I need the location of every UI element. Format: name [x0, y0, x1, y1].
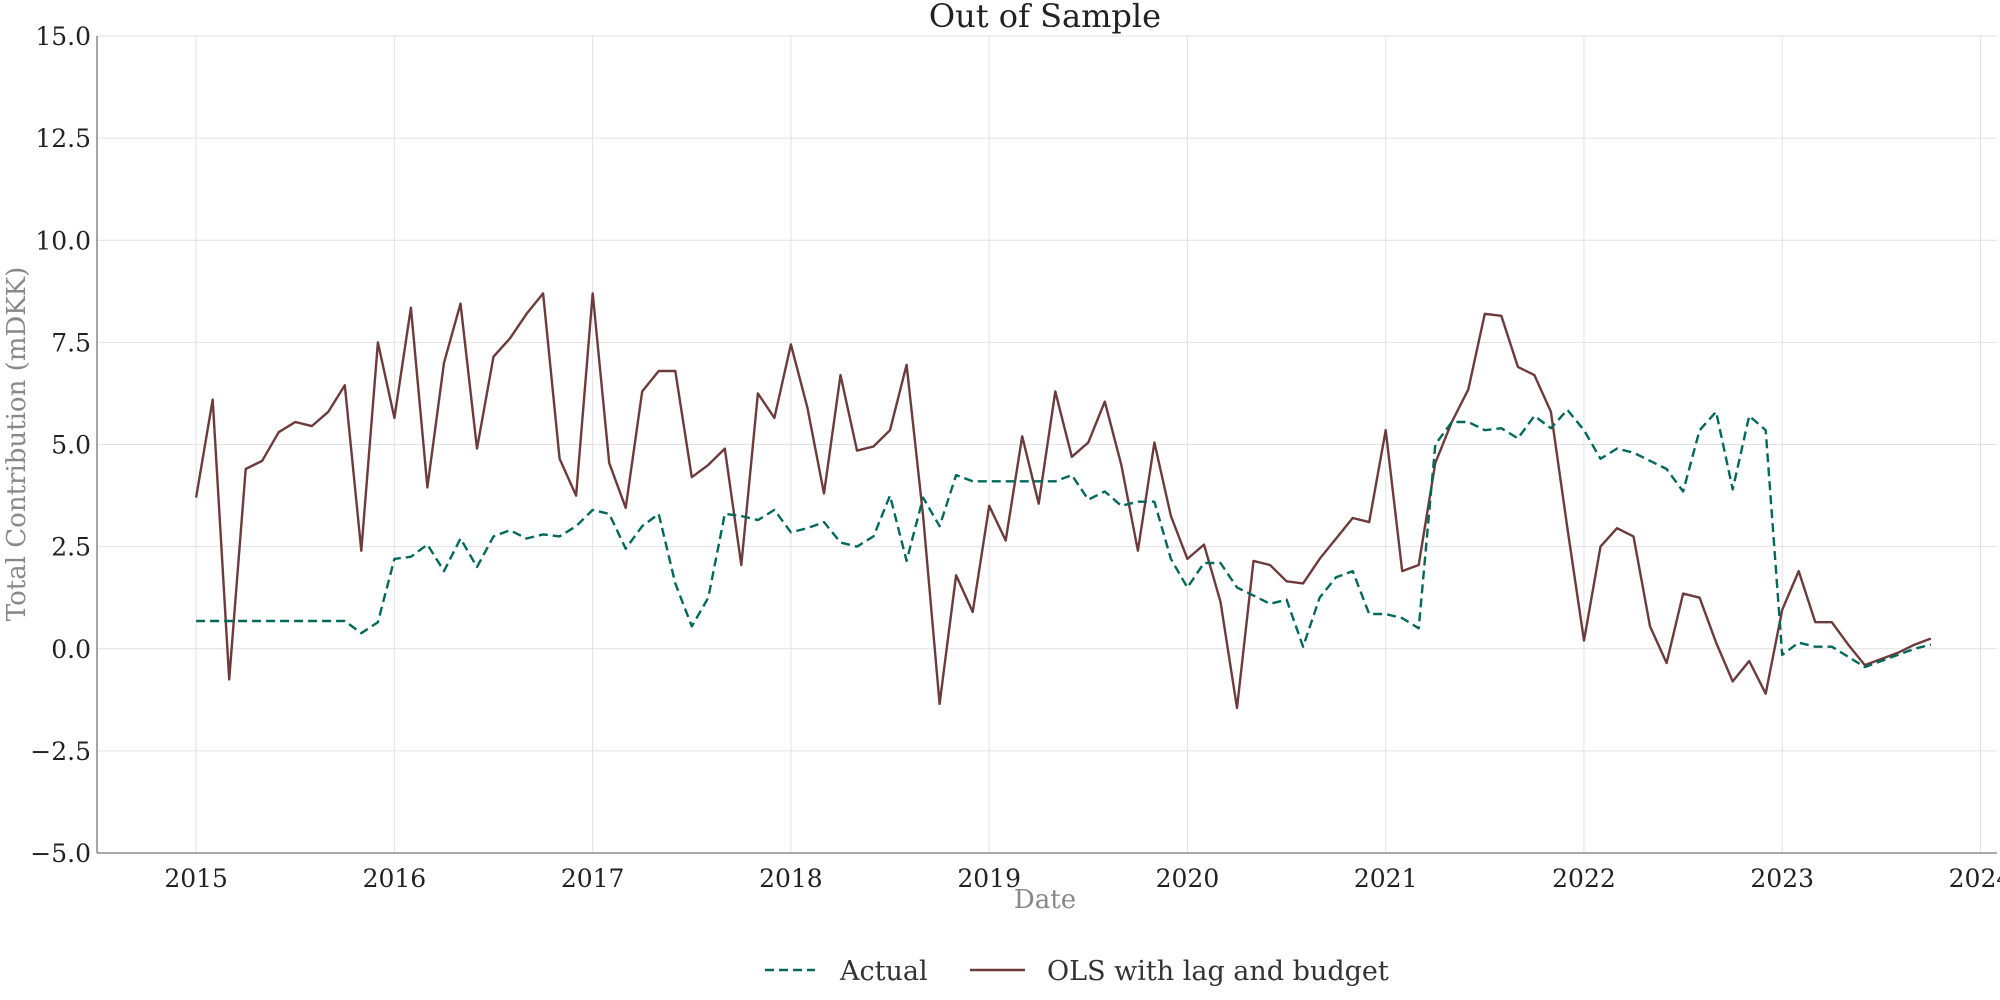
legend-label-ols: OLS with lag and budget: [1047, 956, 1389, 987]
series-line-ols: [194, 292, 1932, 710]
y-tick-label: 7.5: [51, 328, 91, 357]
x-tick-label: 2016: [363, 864, 427, 893]
y-tick-label: 12.5: [35, 124, 91, 153]
x-axis-label: Date: [1014, 885, 1076, 915]
y-tick-label: 10.0: [35, 226, 91, 255]
x-tick-label: 2019: [957, 864, 1021, 893]
series-line-actual: [196, 408, 1932, 669]
x-tick-label: 2024: [1949, 864, 2000, 893]
x-tick-labels: 2015 2016 2017 2018 2019 2020 2021 2022 2023 2024: [164, 864, 2000, 893]
y-tick-label: 0.0: [51, 635, 91, 664]
x-tick-label: 2020: [1156, 864, 1220, 893]
x-tick-label: 2017: [561, 864, 625, 893]
y-axis-label: Total Contribution (mDKK): [2, 267, 32, 621]
legend-label-actual: Actual: [839, 956, 928, 987]
y-tick-label: 15.0: [35, 22, 91, 51]
series-layer: [194, 292, 1932, 710]
y-tick-label: −5.0: [30, 839, 91, 868]
legend: Actual OLS with lag and budget: [765, 956, 1389, 987]
x-tick-label: 2018: [759, 864, 823, 893]
y-tick-label: 5.0: [51, 431, 91, 460]
x-tick-label: 2015: [164, 864, 228, 893]
y-tick-label: −2.5: [30, 737, 91, 766]
y-tick-labels: −5.0 −2.5 0.0 2.5 5.0 7.5 10.0 12.5 15.0: [30, 22, 91, 868]
x-tick-label: 2022: [1552, 864, 1616, 893]
x-tick-label: 2023: [1750, 864, 1814, 893]
axes: [96, 36, 1997, 854]
chart-title: Out of Sample: [929, 0, 1161, 35]
y-tick-label: 2.5: [51, 533, 91, 562]
x-tick-label: 2021: [1354, 864, 1418, 893]
